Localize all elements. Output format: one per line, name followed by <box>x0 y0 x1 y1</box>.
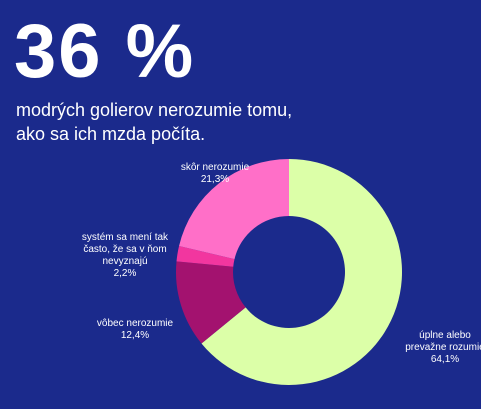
donut-slice <box>179 159 289 260</box>
category-name: úplne alebo prevažne rozumie <box>405 330 481 353</box>
donut-slice <box>201 159 402 385</box>
donut-slice <box>176 261 246 344</box>
category-name: systém sa mení tak často, že sa v ňom ne… <box>81 232 169 267</box>
value-label: 21,3% <box>200 174 230 185</box>
slice-label: skôr nerozumie 21,3% <box>175 162 255 186</box>
value-label: 2,2% <box>113 268 137 279</box>
donut-slice <box>176 245 235 267</box>
category-name: vôbec nerozumie <box>96 318 174 329</box>
slice-label: vôbec nerozumie 12,4% <box>90 318 180 342</box>
category-name: skôr nerozumie <box>180 162 250 173</box>
subtitle: modrých golierov nerozumie tomu, ako sa … <box>16 100 293 144</box>
value-label: 64,1% <box>430 354 460 365</box>
slice-label: systém sa mení tak často, že sa v ňom ne… <box>80 232 170 280</box>
value-label: 12,4% <box>120 330 150 341</box>
headline: 36 % <box>14 9 196 94</box>
slice-label: úplne alebo prevažne rozumie 64,1% <box>400 330 481 366</box>
